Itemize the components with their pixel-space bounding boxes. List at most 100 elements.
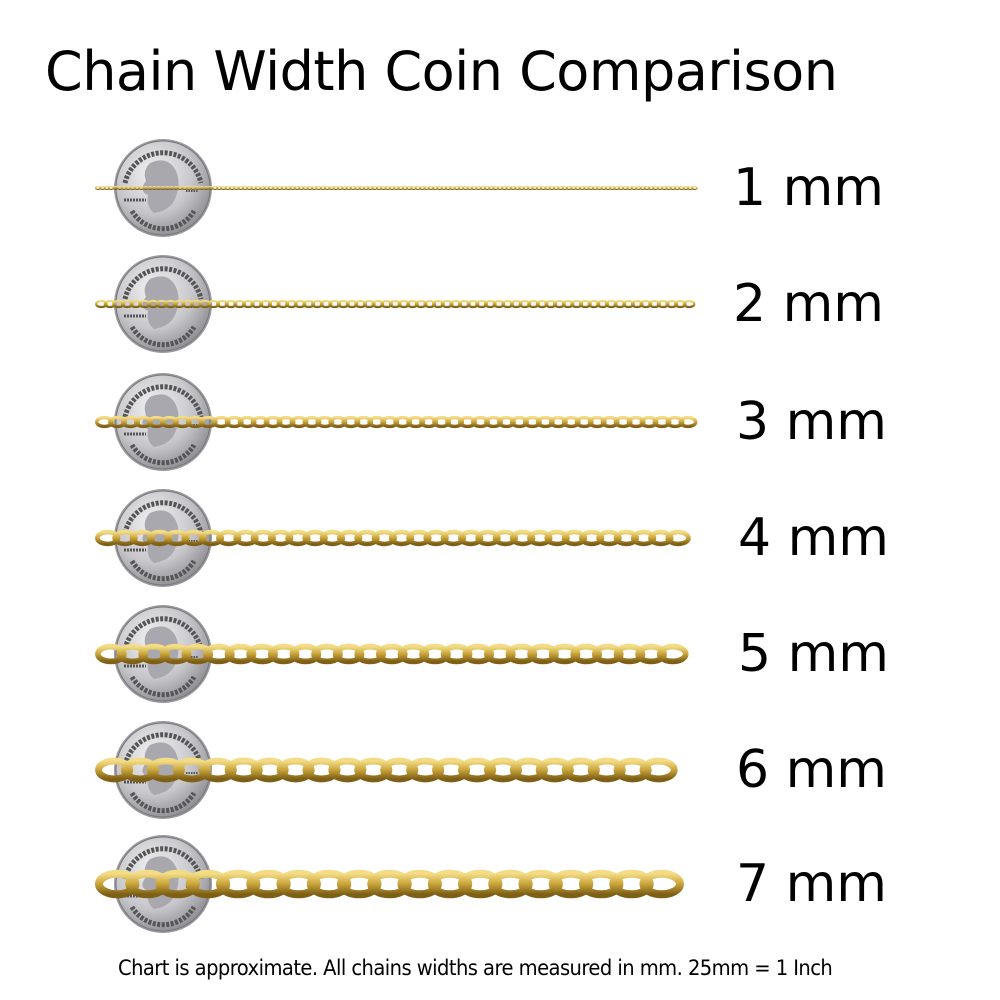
chain-link xyxy=(285,299,298,309)
chain-link xyxy=(224,757,263,783)
chain-link xyxy=(337,185,344,190)
chain-link xyxy=(189,185,197,190)
chain xyxy=(95,869,684,899)
chain-link xyxy=(315,415,335,429)
chain-link xyxy=(103,185,111,190)
chain-link xyxy=(635,185,642,190)
chain-link xyxy=(622,299,635,309)
chain-link xyxy=(440,299,454,309)
chain-link xyxy=(133,185,141,190)
chain-link xyxy=(652,185,659,190)
chain-link xyxy=(492,299,506,309)
chain-link xyxy=(509,185,517,190)
chain-link xyxy=(107,415,127,429)
chain-link xyxy=(397,643,430,665)
chain-link xyxy=(95,643,127,665)
chain-link xyxy=(319,529,346,547)
chain-link xyxy=(587,415,607,429)
chain xyxy=(94,529,691,547)
chain-link xyxy=(483,185,491,190)
chain-link xyxy=(458,869,503,899)
chain-link xyxy=(302,529,328,547)
chain-link xyxy=(302,757,341,783)
chain-link xyxy=(656,185,664,190)
chain-link xyxy=(220,185,227,190)
chain-link xyxy=(544,529,570,547)
chain-link xyxy=(596,299,609,309)
chain-link xyxy=(458,185,465,190)
chain-link xyxy=(172,185,180,190)
quarter-coin-icon xyxy=(114,139,212,237)
chain-link xyxy=(276,185,283,190)
chain-link xyxy=(393,185,400,190)
chain-link xyxy=(198,757,237,783)
quarter-coin-icon xyxy=(114,255,212,353)
chain-link xyxy=(505,185,512,190)
quarter-coin-icon xyxy=(114,605,212,703)
chain-link xyxy=(337,869,382,899)
chain-link xyxy=(311,185,318,190)
chain-link xyxy=(354,757,393,783)
chain-link xyxy=(341,415,361,429)
chain-link xyxy=(190,299,203,309)
chain-row: 6 mm xyxy=(0,715,1000,825)
chain-link xyxy=(682,185,690,190)
chain-link xyxy=(116,185,124,190)
chain-link xyxy=(146,299,160,309)
chain-link xyxy=(561,757,600,783)
chain-link xyxy=(665,185,672,190)
chain-link xyxy=(471,415,491,429)
chain-link xyxy=(185,415,205,429)
chain-link xyxy=(241,299,255,309)
chain-link xyxy=(267,529,294,547)
chain-link xyxy=(289,415,309,429)
chain-with-coin xyxy=(94,373,698,471)
chain-link xyxy=(293,299,307,309)
chain-link xyxy=(397,869,442,899)
chain-link xyxy=(367,415,387,429)
width-label: 5 mm xyxy=(738,624,889,684)
chain-link xyxy=(215,185,223,190)
chain-link xyxy=(527,185,534,190)
chain-link xyxy=(630,299,644,309)
chain-link xyxy=(419,415,439,429)
chain-link xyxy=(514,185,521,190)
chain-link xyxy=(440,185,448,190)
chain-with-coin xyxy=(94,489,691,587)
chain-link xyxy=(125,869,170,899)
chain-link xyxy=(613,757,652,783)
chain-link xyxy=(388,299,402,309)
chain-link xyxy=(164,185,171,190)
chain-link xyxy=(665,529,691,547)
chain-link xyxy=(272,185,279,190)
chain-link xyxy=(406,185,413,190)
chain-link xyxy=(648,299,661,309)
chain-link xyxy=(112,185,119,190)
chain-with-coin xyxy=(95,605,689,703)
chain-link xyxy=(665,299,679,309)
chain-link xyxy=(367,185,374,190)
chain-link xyxy=(250,185,257,190)
chain-link xyxy=(406,757,445,783)
chain-link xyxy=(406,299,419,309)
chain-link xyxy=(496,185,504,190)
chain-link xyxy=(155,869,200,899)
chain-link xyxy=(509,757,548,783)
chain-link xyxy=(440,643,473,665)
chain-link xyxy=(95,869,140,899)
chain-link xyxy=(112,299,125,309)
chain-link xyxy=(211,415,231,429)
chain-link xyxy=(311,299,324,309)
chain-link xyxy=(518,299,532,309)
quarter-coin-icon xyxy=(114,373,212,471)
chain-link xyxy=(315,185,322,190)
chain-link xyxy=(544,185,551,190)
chain xyxy=(95,643,689,665)
chain-link xyxy=(540,185,547,190)
chain-link xyxy=(600,415,620,429)
chain-link xyxy=(345,185,352,190)
chain-link xyxy=(224,299,238,309)
chain-link xyxy=(548,643,581,665)
chain-link xyxy=(479,185,486,190)
chain-link xyxy=(302,299,316,309)
